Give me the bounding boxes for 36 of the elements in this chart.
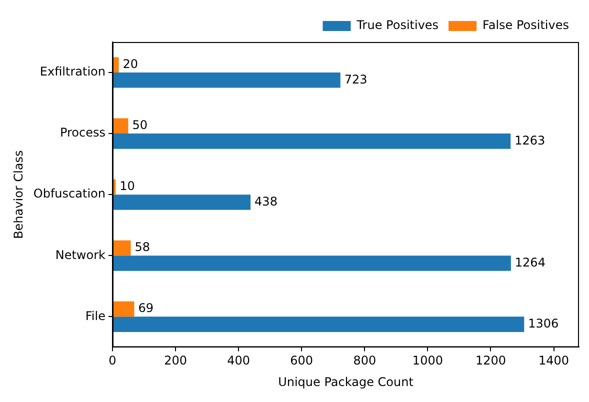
- data-label: 10: [120, 179, 135, 194]
- x-tick-label: 1000: [412, 354, 443, 368]
- y-tick-label: Process: [60, 126, 106, 140]
- y-axis-title: Behavior Class: [11, 150, 26, 239]
- data-label: 20: [122, 57, 138, 72]
- x-axis-title: Unique Package Count: [278, 374, 414, 389]
- bar: [112, 118, 128, 134]
- legend-label: False Positives: [482, 18, 570, 32]
- data-label: 1263: [514, 133, 546, 148]
- data-label: 58: [134, 240, 150, 254]
- x-tick-label: 800: [353, 354, 376, 368]
- bar: [112, 194, 251, 210]
- data-label: 1264: [514, 255, 546, 270]
- data-label: 723: [344, 72, 368, 86]
- x-tick-label: 0: [108, 354, 116, 368]
- bar: [112, 316, 524, 332]
- bar: [112, 134, 511, 149]
- y-tick-label: Exfiltration: [40, 64, 106, 79]
- bar: [112, 240, 131, 256]
- x-tick-label: 400: [227, 354, 250, 368]
- legend-label: True Positives: [356, 18, 439, 32]
- bar: [112, 301, 134, 317]
- data-label: 1306: [528, 316, 559, 330]
- x-tick-label: 200: [164, 354, 187, 368]
- bar: [112, 256, 511, 271]
- bar: [112, 57, 119, 73]
- x-tick-label: 1400: [538, 354, 570, 368]
- x-tick-label: 600: [290, 354, 314, 368]
- x-tick-label: 1200: [475, 354, 506, 368]
- data-label: 438: [254, 194, 278, 208]
- y-tick-label: Network: [55, 248, 106, 262]
- data-label: 69: [138, 301, 154, 316]
- bar: [112, 72, 340, 88]
- y-tick-label: Obfuscation: [33, 186, 106, 201]
- data-label: 50: [132, 118, 148, 132]
- y-tick-label: File: [85, 308, 106, 323]
